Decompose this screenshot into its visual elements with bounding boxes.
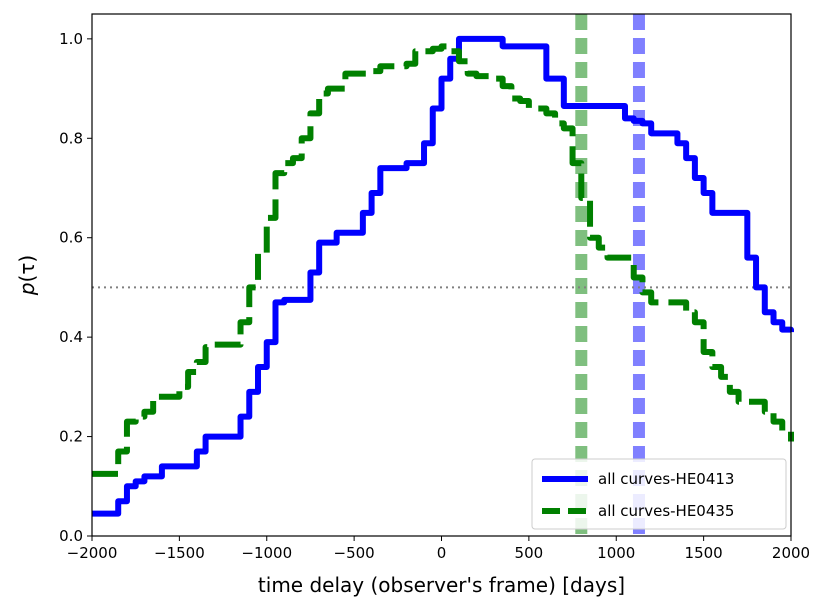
y-tick-label: 0.6	[59, 229, 83, 247]
y-axis-label-argument: (τ)	[15, 255, 39, 283]
y-tick-label: 0.4	[59, 328, 83, 346]
legend: all curves-HE0413 all curves-HE0435	[531, 458, 787, 530]
x-axis-ticks: −2000 −1500 −1000 −500 0 500 1000 1500 2000	[67, 536, 810, 562]
series-line-he0435	[92, 43, 794, 477]
x-tick-label: −500	[334, 544, 375, 562]
series-line-he0413	[92, 35, 794, 517]
legend-label-he0435: all curves-HE0435	[598, 502, 734, 520]
y-axis-ticks: 0.0 0.2 0.4 0.6 0.8 1.0	[59, 30, 92, 545]
legend-label-he0413: all curves-HE0413	[598, 470, 734, 488]
y-tick-label: 1.0	[59, 30, 83, 48]
x-tick-label: 2000	[772, 544, 810, 562]
y-axis-label: p(τ)	[15, 255, 39, 296]
series-lines	[92, 35, 794, 517]
x-axis-label: time delay (observer's frame) [days]	[258, 573, 625, 597]
x-tick-label: 0	[437, 544, 447, 562]
x-tick-label: 500	[515, 544, 544, 562]
x-tick-label: −1500	[154, 544, 205, 562]
x-tick-label: −2000	[67, 544, 118, 562]
legend-box	[531, 458, 787, 530]
x-tick-label: 1500	[685, 544, 723, 562]
y-tick-label: 0.0	[59, 527, 83, 545]
x-tick-label: −1000	[241, 544, 292, 562]
reference-lines	[92, 14, 791, 536]
y-axis-label-symbol: p	[15, 282, 39, 296]
y-tick-label: 0.2	[59, 428, 83, 446]
y-tick-label: 0.8	[59, 129, 83, 147]
x-tick-label: 1000	[597, 544, 635, 562]
